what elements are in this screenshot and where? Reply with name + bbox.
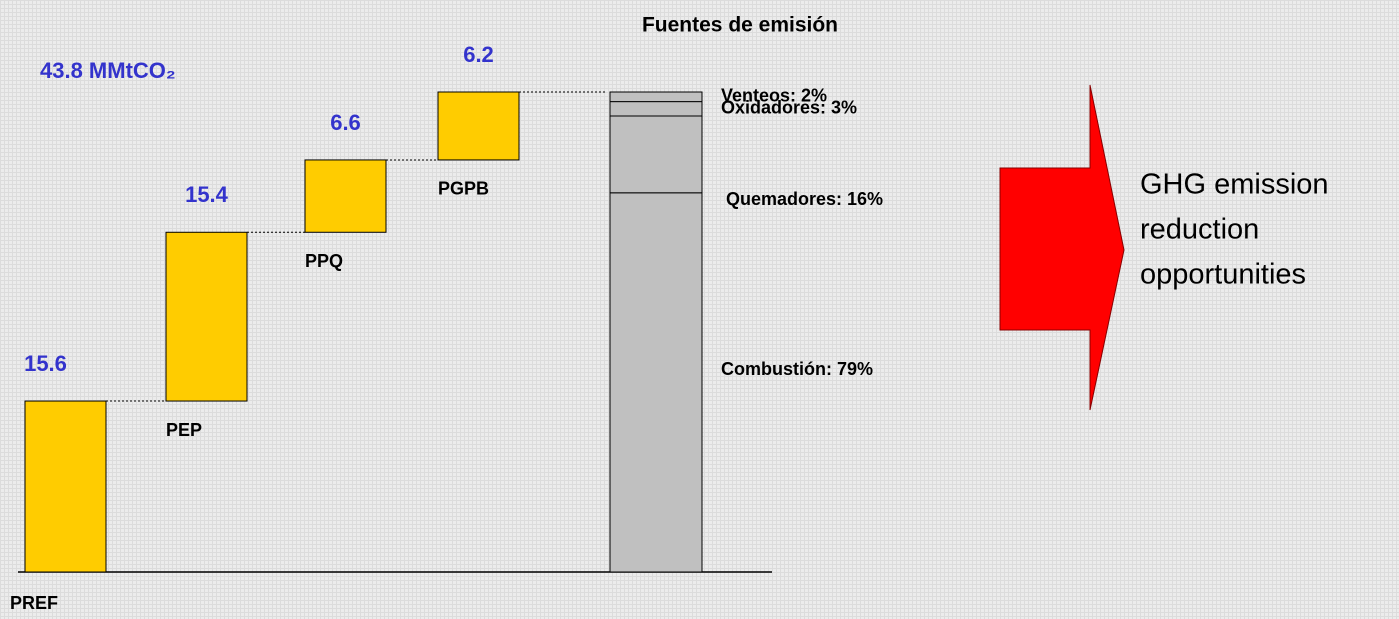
arrow-text: reduction <box>1140 214 1259 246</box>
chart-title: Fuentes de emisión <box>642 14 838 37</box>
category-label: PREF <box>10 593 58 613</box>
arrow-text: opportunities <box>1140 259 1306 291</box>
value-label: 6.2 <box>463 42 494 67</box>
bar <box>165 231 248 402</box>
segment-label: Venteos: 2% <box>721 86 827 106</box>
category-label: PPQ <box>305 251 343 271</box>
stack-segment <box>609 101 703 117</box>
arrow <box>999 84 1125 411</box>
stack-segment <box>609 91 703 103</box>
bar <box>24 400 107 573</box>
category-label: PEP <box>166 420 202 440</box>
stack-segment <box>609 192 703 573</box>
arrow-text: GHG emission <box>1140 169 1329 201</box>
value-label: 15.6 <box>24 351 67 376</box>
stack-segment <box>609 115 703 194</box>
bar <box>437 91 520 161</box>
bar <box>304 159 387 233</box>
segment-label: Quemadores: 16% <box>726 189 883 209</box>
category-label: PGPB <box>438 179 489 199</box>
segment-label: Combustión: 79% <box>721 359 873 379</box>
value-label: 6.6 <box>330 110 361 135</box>
segment-label: Oxidadores: 3% <box>721 98 857 118</box>
value-label: 15.4 <box>185 182 229 207</box>
total-label: 43.8 MMtCO₂ <box>40 58 176 83</box>
